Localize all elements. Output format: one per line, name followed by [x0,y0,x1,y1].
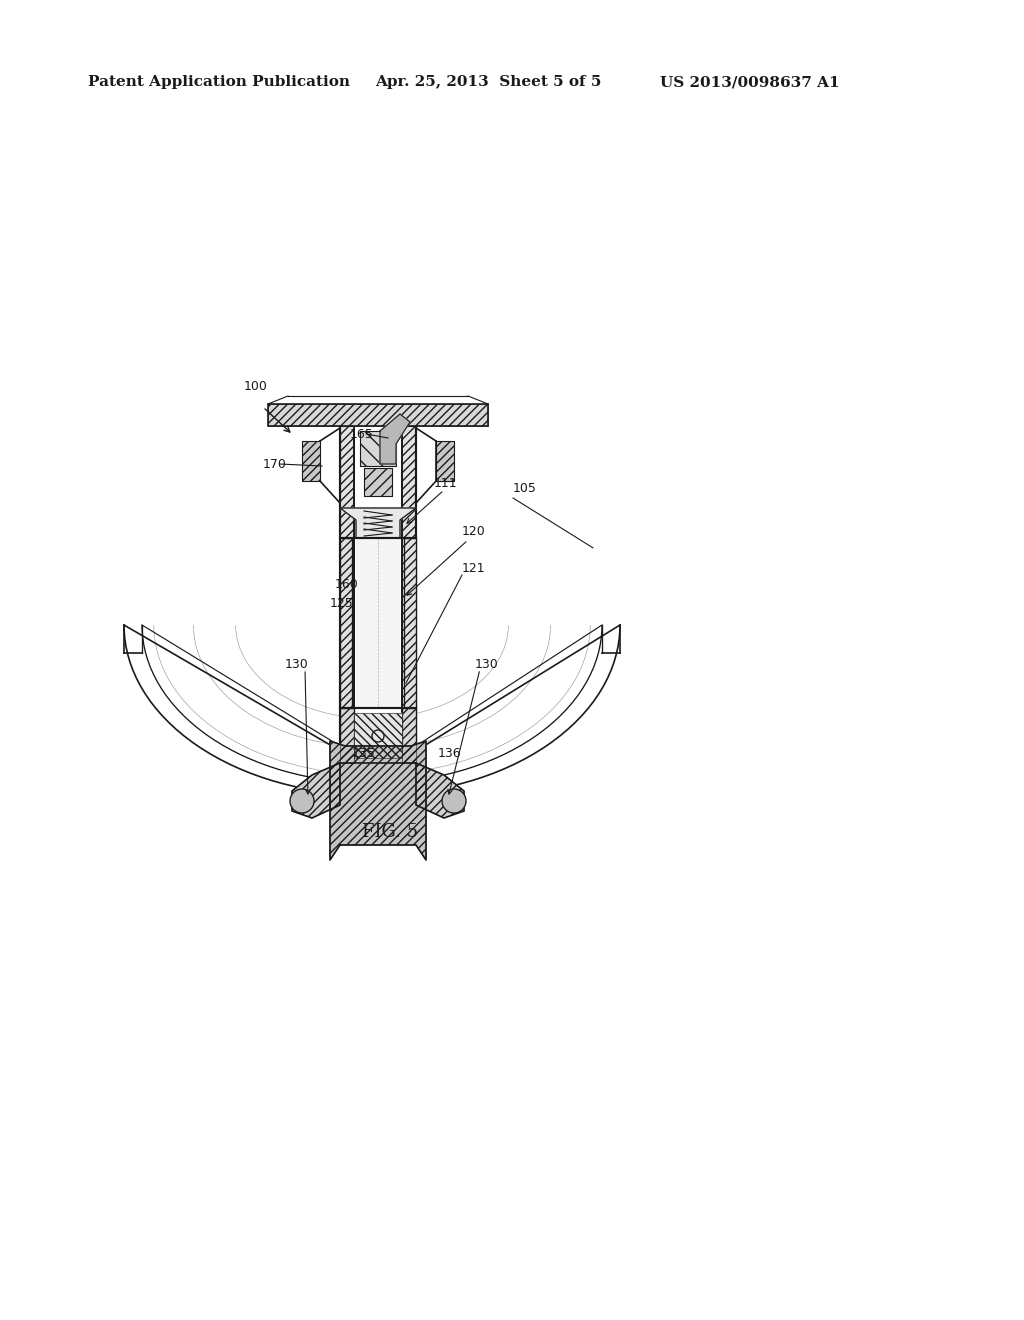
Bar [360,432,396,466]
Polygon shape [380,414,410,465]
Text: 121: 121 [462,562,485,576]
Text: 100: 100 [244,380,268,393]
Text: 120: 120 [462,525,485,539]
Text: 135: 135 [352,747,376,760]
Bar [302,441,319,480]
Text: 160: 160 [335,578,358,591]
Text: 136: 136 [438,747,462,760]
Polygon shape [416,763,464,818]
Bar [340,426,354,746]
Polygon shape [330,741,426,861]
Bar [402,426,416,746]
Bar [404,539,416,708]
Text: US 2013/0098637 A1: US 2013/0098637 A1 [660,75,840,88]
Bar [268,404,488,426]
Polygon shape [292,763,340,818]
Bar [340,708,354,763]
Text: Patent Application Publication: Patent Application Publication [88,75,350,88]
Bar [340,426,354,746]
Text: 125: 125 [330,597,353,610]
Polygon shape [340,508,416,539]
Text: 130: 130 [285,657,309,671]
Bar [340,708,354,763]
Polygon shape [354,713,402,758]
Text: 111: 111 [434,477,458,490]
Text: 130: 130 [475,657,499,671]
Circle shape [290,789,314,813]
Text: 165: 165 [350,428,374,441]
Bar [364,469,392,496]
Bar [436,441,454,480]
Bar [360,432,396,466]
Bar [340,539,352,708]
Bar [404,539,416,708]
Bar [402,426,416,746]
Bar [340,539,352,708]
Text: Apr. 25, 2013  Sheet 5 of 5: Apr. 25, 2013 Sheet 5 of 5 [375,75,601,88]
Text: FIG. 5: FIG. 5 [361,822,418,841]
Text: 105: 105 [513,482,537,495]
Bar [436,441,454,480]
Text: 170: 170 [263,458,287,470]
Bar [364,469,392,496]
Bar [356,539,400,708]
Bar [268,404,488,426]
Bar [402,708,416,763]
Circle shape [442,789,466,813]
Bar [402,708,416,763]
Bar [302,441,319,480]
